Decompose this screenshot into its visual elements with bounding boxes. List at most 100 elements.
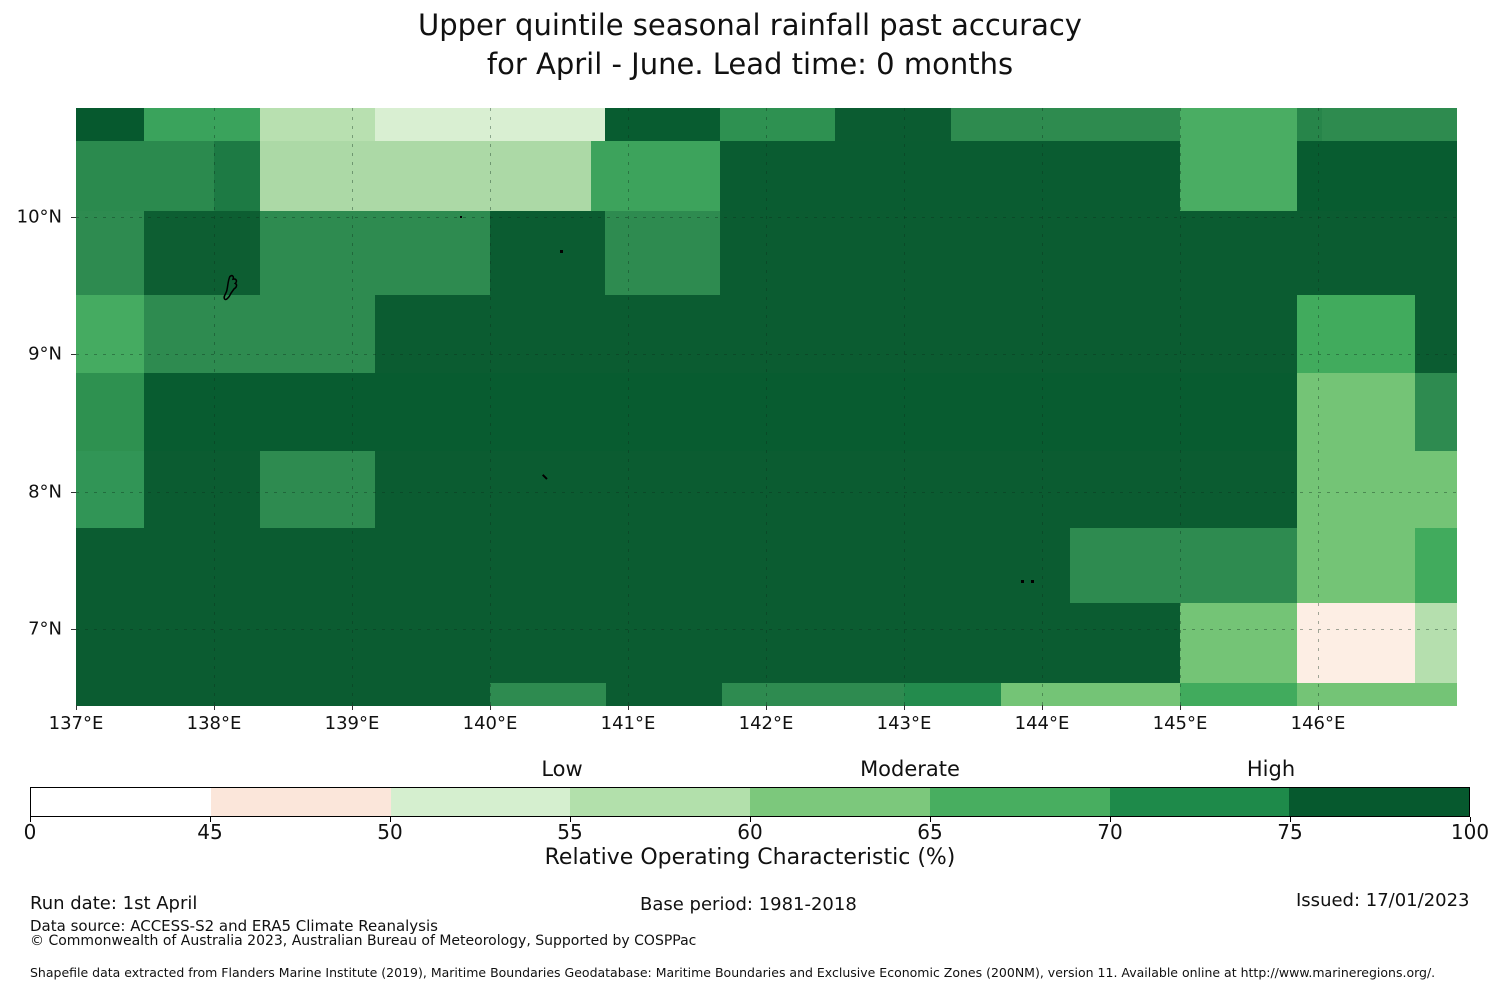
y-axis-tick-label: 9°N (28, 343, 62, 365)
map-cell (1414, 527, 1457, 604)
map-cell (76, 450, 145, 529)
y-axis-tick-label: 8°N (28, 481, 62, 503)
map-cell (375, 295, 1298, 375)
map-cell (76, 141, 215, 212)
y-axis-tick-mark (71, 216, 76, 218)
x-axis-tick-mark (352, 705, 353, 710)
copyright-text: © Commonwealth of Australia 2023, Austra… (30, 933, 697, 949)
map-cell (1297, 450, 1457, 529)
map-cell (1000, 682, 1181, 706)
graticule-line-vertical (904, 108, 905, 705)
map-cell (720, 108, 836, 142)
y-axis-tick-mark (71, 491, 76, 493)
colorbar-tick-label: 0 (23, 820, 37, 844)
x-axis-tick-mark (1042, 705, 1043, 710)
map-cell (605, 682, 723, 706)
run-date-text: Run date: 1st April (30, 893, 198, 914)
colorbar-category-label: Moderate (860, 757, 960, 781)
y-axis-tick-mark (71, 629, 76, 631)
colorbar-segment (31, 788, 211, 816)
chart-title: Upper quintile seasonal rainfall past ac… (0, 6, 1500, 84)
graticule-line-vertical (628, 108, 629, 705)
x-axis-tick-label: 139°E (324, 713, 380, 734)
map-cell (1180, 603, 1298, 684)
map-cell (490, 682, 607, 706)
map-cell (143, 373, 1298, 452)
map-cell (720, 211, 1457, 296)
x-axis-tick-mark (214, 705, 215, 710)
map-cell (720, 141, 1181, 212)
colorbar-tick-label: 75 (1277, 820, 1303, 844)
graticule-line-vertical (490, 108, 491, 705)
y-axis-tick-label: 10°N (16, 206, 62, 228)
map-cell (604, 108, 722, 142)
map-cell (721, 682, 905, 706)
map-cell (143, 295, 377, 375)
y-axis-tick-label: 7°N (28, 618, 62, 640)
data-source-text: Data source: ACCESS-S2 and ERA5 Climate … (30, 917, 438, 935)
graticule-line-vertical (1180, 108, 1181, 705)
map-cell (1180, 141, 1298, 212)
colorbar-segment (1289, 788, 1469, 816)
map-cell (950, 108, 1181, 142)
map-cell (76, 682, 491, 706)
graticule-line-vertical (1042, 108, 1043, 705)
x-axis-tick-label: 137°E (48, 713, 104, 734)
map-cell (590, 141, 722, 212)
heatmap-map-area (76, 108, 1457, 706)
colorbar-tick-mark (390, 817, 391, 822)
map-cell (1180, 108, 1298, 142)
x-axis-tick-label: 146°E (1290, 713, 1346, 734)
base-period-text: Base period: 1981-2018 (640, 894, 857, 915)
x-axis-tick-mark (490, 705, 491, 710)
colorbar-tick-label: 55 (557, 820, 583, 844)
map-cell (904, 682, 1002, 706)
graticule-line-vertical (1318, 108, 1319, 705)
map-cell (1297, 603, 1416, 684)
map-cell (76, 527, 1071, 604)
x-axis-tick-mark (76, 705, 77, 710)
map-cell (259, 211, 491, 296)
colorbar (30, 787, 1470, 817)
colorbar-tick-label: 50 (377, 820, 403, 844)
colorbar-tick-mark (930, 817, 931, 822)
islet-dot (460, 215, 463, 218)
colorbar-tick-mark (750, 817, 751, 822)
x-axis-tick-label: 143°E (876, 713, 932, 734)
colorbar-tick-mark (570, 817, 571, 822)
graticule-line-vertical (352, 108, 353, 705)
graticule-line-horizontal (76, 354, 1456, 356)
colorbar-segment (1109, 788, 1290, 816)
map-cell (214, 141, 261, 212)
map-cell (143, 450, 261, 529)
map-cell (1297, 141, 1457, 212)
map-cell (1297, 682, 1457, 706)
map-cell (1297, 108, 1323, 142)
map-cell (1297, 527, 1416, 604)
colorbar-category-label: Low (541, 757, 583, 781)
colorbar-category-label: High (1246, 757, 1296, 781)
graticule-line-horizontal (76, 216, 1456, 218)
x-axis-tick-label: 144°E (1014, 713, 1070, 734)
map-cell (1322, 108, 1457, 142)
colorbar-segment (750, 788, 930, 816)
x-axis-tick-mark (904, 705, 905, 710)
map-cell (259, 450, 377, 529)
map-cell (1297, 295, 1416, 375)
map-cell (1414, 373, 1457, 452)
colorbar-tick-mark (210, 817, 211, 822)
x-axis-tick-mark (1318, 705, 1319, 710)
map-cell (835, 108, 952, 142)
map-cell (143, 108, 261, 142)
colorbar-tick-label: 70 (1097, 820, 1123, 844)
colorbar-segment (570, 788, 750, 816)
x-axis-tick-label: 142°E (738, 713, 794, 734)
map-cell (259, 108, 377, 142)
graticule-line-horizontal (76, 491, 1456, 493)
islet-dot (1021, 580, 1025, 584)
graticule-line-horizontal (76, 629, 1456, 631)
map-cell (76, 373, 145, 452)
map-cell (1069, 527, 1298, 604)
colorbar-tick-label: 65 (917, 820, 943, 844)
